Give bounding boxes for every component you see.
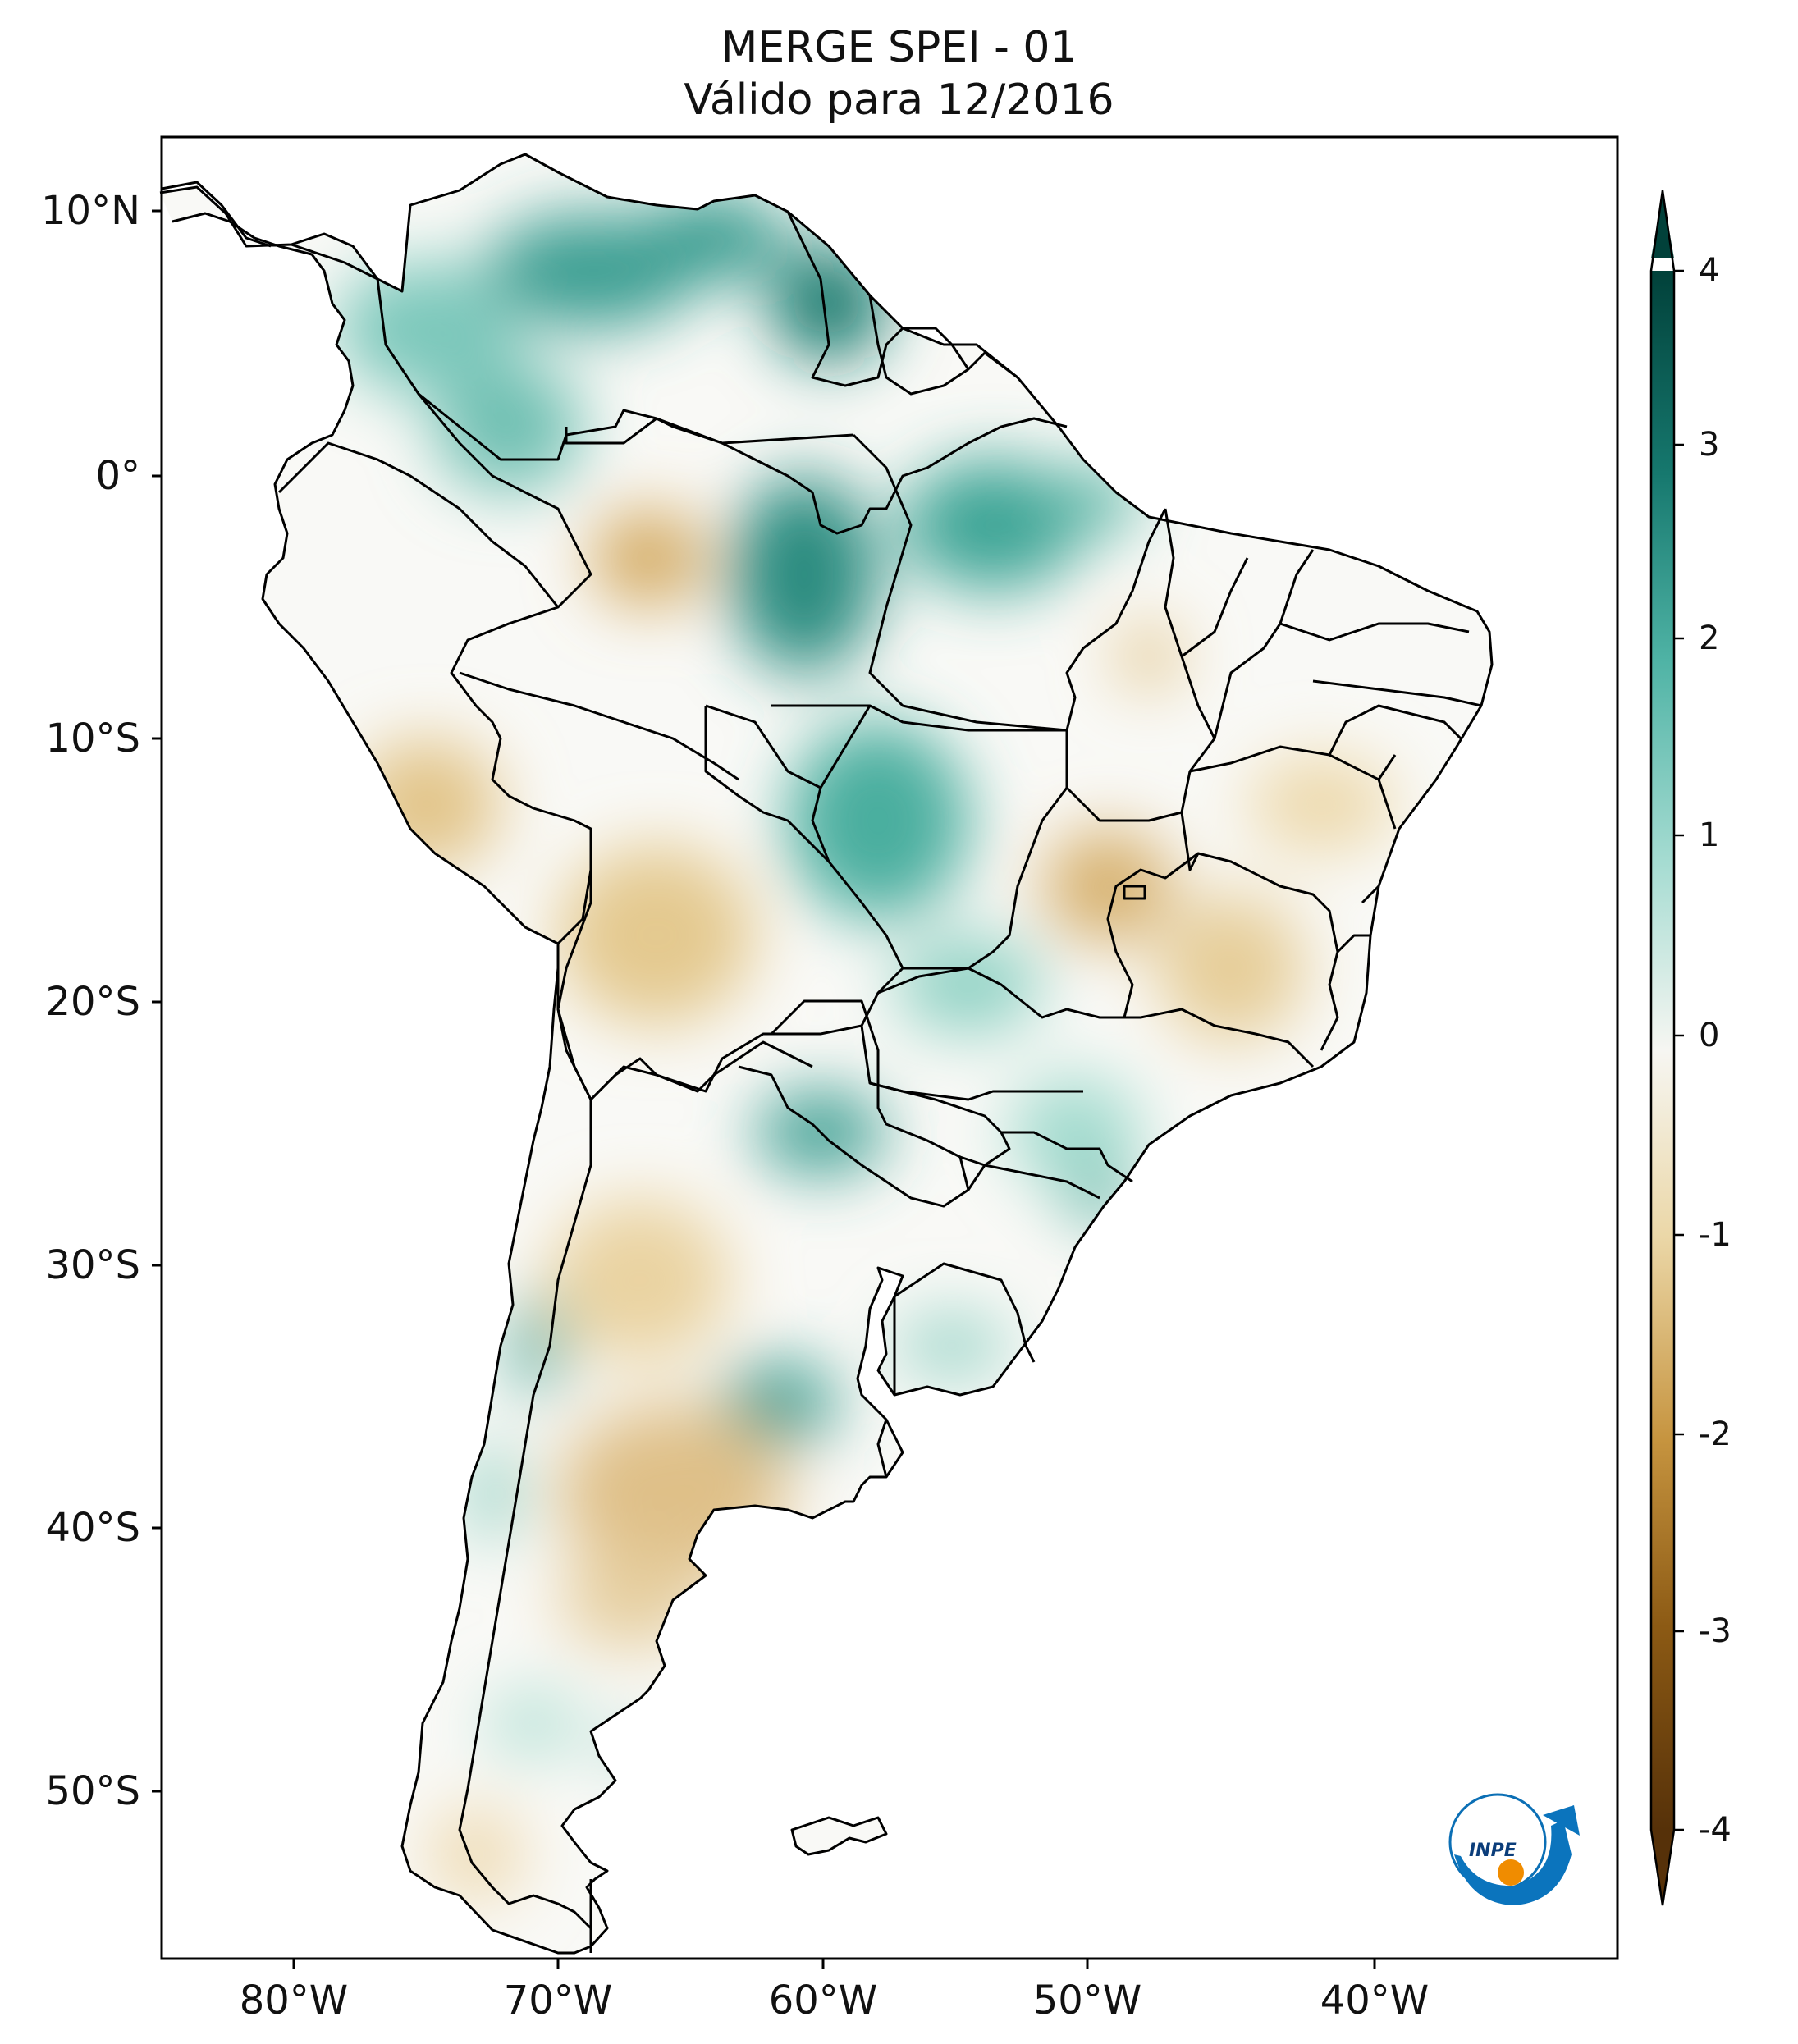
lat-label-40s: 40°S: [45, 1505, 140, 1551]
colorbar-tick-0: 0: [1699, 1017, 1720, 1054]
colorbar-extend-top: [1651, 193, 1674, 258]
lat-label-20s: 20°S: [45, 979, 140, 1025]
lat-label-10n: 10°N: [41, 188, 140, 234]
inpe-logo: INPE: [1448, 1793, 1580, 1905]
lat-label-0: 0°: [95, 453, 140, 499]
colorbar-gradient: [1651, 271, 1674, 1830]
colorbar-tick-3: 3: [1699, 426, 1720, 464]
lon-label-50w: 50°W: [1032, 1978, 1142, 2023]
colorbar-tick-1: 1: [1699, 816, 1720, 854]
country-borders: [159, 153, 1494, 1955]
lat-label-10s: 10°S: [45, 716, 140, 761]
colorbar-tick-2: 2: [1699, 620, 1720, 657]
map-title: MERGE SPEI - 01: [721, 23, 1077, 72]
lon-label-70w: 70°W: [503, 1978, 613, 2023]
colorbar-tick-m1: -1: [1699, 1216, 1732, 1254]
lon-label-80w: 80°W: [239, 1978, 349, 2023]
colorbar-tick-m4: -4: [1699, 1811, 1732, 1849]
lon-label-60w: 60°W: [768, 1978, 878, 2023]
colorbar-extend-bottom: [1651, 1830, 1674, 1904]
inpe-logo-text: INPE: [1469, 1841, 1517, 1861]
colorbar-tick-m3: -3: [1699, 1612, 1732, 1650]
lon-label-40w: 40°W: [1320, 1978, 1430, 2023]
colorbar-tick-m2: -2: [1699, 1415, 1732, 1453]
lat-label-30s: 30°S: [45, 1242, 140, 1288]
axis-ticks: [152, 209, 1376, 1969]
colorbar-tick-4: 4: [1699, 252, 1720, 290]
lat-label-50s: 50°S: [45, 1768, 140, 1814]
map-subtitle: Válido para 12/2016: [684, 75, 1114, 125]
map-frame-border: [160, 135, 1619, 1960]
colorbar: [1649, 190, 1684, 1906]
